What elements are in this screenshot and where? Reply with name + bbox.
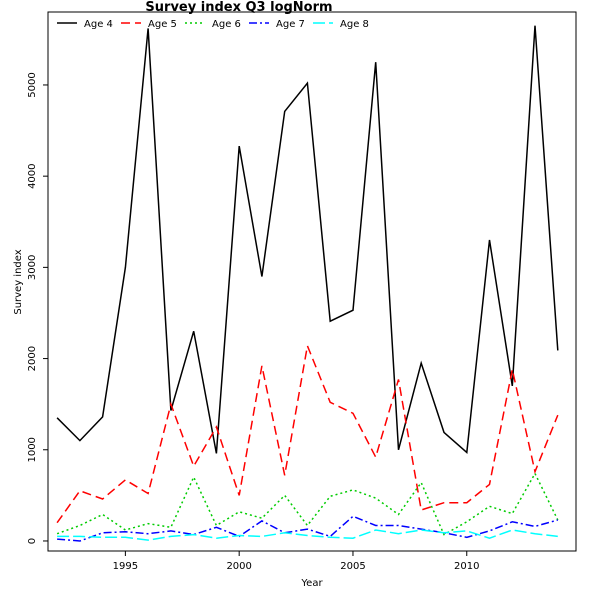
series-line-6	[56, 471, 559, 536]
legend: Age 4 Age 5 Age 6 Age 7 Age 8	[57, 19, 369, 30]
y-tick-label: 3000	[27, 255, 38, 280]
x-tick-label: 1995	[113, 561, 138, 572]
x-axis: 1995 2000 2005 2010	[113, 551, 479, 572]
series-layer	[56, 25, 559, 542]
x-tick-label: 2005	[340, 561, 365, 572]
chart-title: Survey index Q3 logNorm	[145, 0, 332, 15]
y-tick-label: 1000	[27, 437, 38, 462]
series-line-4	[56, 25, 559, 455]
y-tick-label: 4000	[27, 163, 38, 188]
y-tick-label: 0	[27, 538, 38, 544]
y-tick-label: 2000	[27, 346, 38, 371]
y-axis: 0 1000 2000 3000 4000 5000	[27, 72, 48, 544]
legend-label-6: Age 6	[212, 19, 241, 30]
x-tick-label: 2000	[226, 561, 251, 572]
series-line-7	[57, 515, 559, 542]
x-axis-label: Year	[300, 578, 323, 589]
y-axis-label: Survey index	[13, 249, 24, 314]
legend-label-4: Age 4	[84, 19, 113, 30]
legend-label-7: Age 7	[276, 19, 305, 30]
legend-label-8: Age 8	[340, 19, 369, 30]
series-line-8	[57, 529, 558, 541]
plot-frame	[47, 11, 577, 552]
legend-label-5: Age 5	[148, 19, 177, 30]
y-tick-label: 5000	[27, 72, 38, 97]
x-tick-label: 2010	[454, 561, 479, 572]
series-line-5	[56, 343, 559, 524]
